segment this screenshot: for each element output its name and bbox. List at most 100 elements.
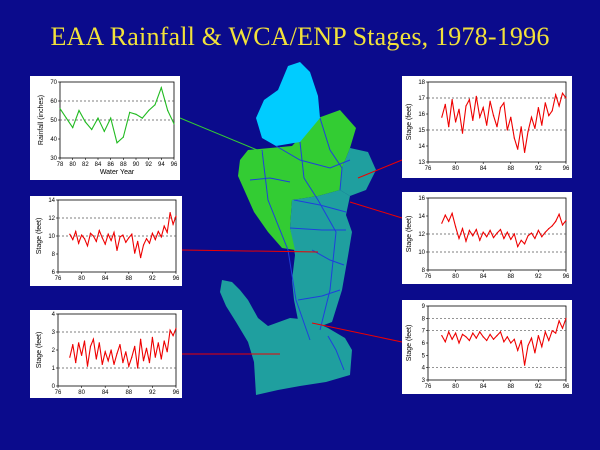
y-tick-label: 50 (50, 118, 57, 124)
data-point (551, 330, 553, 332)
data-point (558, 213, 560, 215)
data-point (510, 238, 512, 240)
x-tick-label: 86 (107, 162, 114, 168)
data-point (119, 236, 121, 238)
data-point (148, 242, 151, 244)
data-point (472, 332, 474, 334)
x-tick-label: 96 (173, 390, 180, 396)
data-point (489, 333, 491, 335)
data-point (142, 360, 145, 362)
x-tick-label: 84 (102, 276, 109, 282)
y-axis-label: Stage (feet) (406, 104, 413, 141)
data-point (92, 338, 94, 340)
data-point (537, 229, 539, 231)
data-point (489, 100, 491, 102)
data-point (125, 351, 127, 353)
data-point (513, 137, 515, 139)
x-tick-label: 92 (535, 384, 542, 390)
data-point (89, 345, 92, 347)
data-point (103, 130, 105, 132)
x-tick-label: 92 (535, 166, 542, 172)
data-point (520, 339, 522, 342)
x-tick-label: 94 (158, 162, 165, 168)
data-point (520, 126, 522, 128)
data-point (475, 95, 477, 97)
data-point (113, 363, 115, 365)
data-point (565, 317, 567, 319)
y-axis-label: Stage (feet) (36, 218, 43, 255)
x-tick-label: 88 (120, 162, 127, 168)
data-point (499, 331, 502, 333)
x-tick-label: 88 (507, 274, 514, 280)
leader-wca-northeast (357, 159, 403, 179)
chart-background (30, 76, 180, 180)
data-point (137, 240, 139, 242)
chart-background (402, 300, 572, 394)
data-point (107, 233, 109, 235)
data-point (75, 362, 77, 364)
y-tick-label: 30 (50, 156, 57, 162)
y-tick-label: 9 (422, 304, 426, 310)
x-tick-label: 96 (171, 162, 178, 168)
x-tick-label: 90 (133, 162, 140, 168)
data-point (75, 230, 77, 233)
data-point (78, 342, 80, 344)
data-point (104, 351, 106, 353)
data-point (122, 362, 124, 364)
y-tick-label: 14 (418, 214, 425, 220)
data-point (175, 215, 177, 217)
data-point (444, 214, 446, 216)
y-tick-label: 10 (418, 250, 425, 256)
data-point (78, 109, 80, 112)
y-tick-label: 3 (422, 378, 426, 384)
data-point (140, 338, 142, 340)
x-tick-label: 84 (95, 162, 102, 168)
data-point (451, 212, 453, 214)
data-point (524, 151, 526, 153)
data-point (517, 148, 519, 150)
canal-3 (319, 117, 343, 191)
data-point (544, 102, 546, 104)
data-point (145, 347, 148, 349)
x-tick-label: 96 (563, 274, 570, 280)
data-point (448, 126, 450, 128)
data-point (465, 105, 467, 107)
chart-background (402, 76, 572, 178)
data-point (503, 341, 505, 343)
y-tick-label: 17 (418, 96, 425, 102)
data-point (140, 257, 142, 259)
data-point (541, 124, 543, 126)
canal-10 (249, 177, 291, 183)
x-tick-label: 84 (480, 274, 487, 280)
data-point (160, 236, 162, 238)
data-point (479, 239, 481, 241)
data-point (154, 356, 156, 358)
data-point (169, 212, 171, 214)
x-tick-label: 80 (78, 390, 85, 396)
data-point (451, 338, 453, 340)
data-point (89, 232, 92, 234)
y-axis-label: Stage (feet) (406, 216, 413, 253)
chart-enp-southeast: 3 4 5 6 7 8 9 76 80 84 88 92 96 Stage (feet) (402, 300, 572, 394)
data-point (134, 345, 136, 347)
data-point (461, 333, 464, 335)
data-point (98, 230, 100, 232)
data-point (101, 237, 103, 239)
x-tick-label: 84 (102, 390, 109, 396)
data-point (95, 240, 97, 242)
data-point (527, 344, 529, 347)
y-tick-label: 13 (418, 160, 425, 166)
data-point (517, 349, 519, 351)
data-point (65, 117, 67, 119)
data-point (72, 344, 74, 346)
data-point (83, 238, 86, 240)
data-point (465, 336, 467, 338)
data-point (451, 99, 453, 101)
map-region-lake-okeechobee (256, 62, 320, 146)
data-point (444, 341, 446, 343)
data-point (441, 335, 443, 337)
canal-7 (311, 249, 345, 266)
y-tick-label: 7 (422, 329, 426, 335)
data-point (448, 220, 450, 222)
data-point (107, 360, 109, 362)
